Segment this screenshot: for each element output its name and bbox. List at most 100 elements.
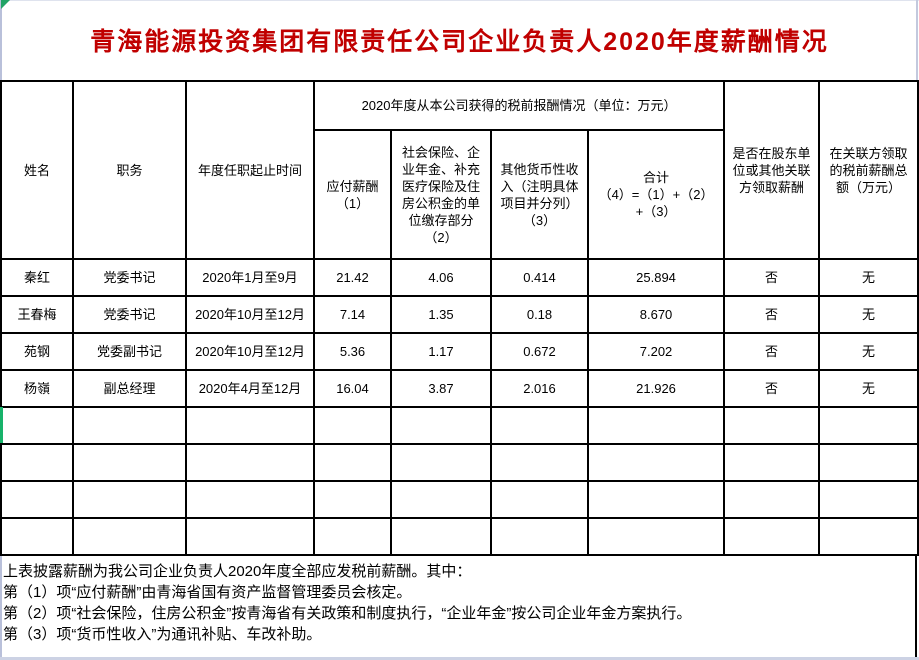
empty-cell — [185, 517, 315, 556]
cell-position: 党委副书记 — [72, 332, 187, 371]
empty-cell — [313, 406, 392, 445]
header-group-pretax: 2020年度从本公司获得的税前报酬情况（单位：万元） — [312, 80, 726, 131]
empty-cell — [490, 517, 589, 556]
empty-cell — [390, 480, 492, 519]
header-tenure: 年度任职起止时间 — [185, 80, 315, 260]
compensation-table: 姓名 职务 年度任职起止时间 2020年度从本公司获得的税前报酬情况（单位：万元… — [0, 80, 919, 556]
empty-row — [0, 480, 919, 519]
empty-cell — [185, 443, 315, 482]
cell-payable: 16.04 — [313, 369, 392, 408]
cell-position: 副总经理 — [72, 369, 187, 408]
page-title: 青海能源投资集团有限责任公司企业负责人2020年度薪酬情况 — [90, 28, 829, 56]
cell-tenure: 2020年10月至12月 — [185, 332, 315, 371]
header-payable: 应付薪酬 （1） — [313, 129, 392, 260]
empty-row — [0, 443, 919, 482]
cell-other: 0.414 — [490, 258, 589, 297]
cell-tenure: 2020年1月至9月 — [185, 258, 315, 297]
empty-cell — [490, 480, 589, 519]
cell-total: 7.202 — [586, 332, 726, 371]
sheet-edge-right-top — [916, 0, 918, 80]
cell-shareholder: 否 — [723, 332, 821, 371]
header-other-income: 其他货币性收 入（注明具体 项目并分列） （3） — [490, 129, 589, 260]
empty-cell — [313, 443, 392, 482]
header-related-pay: 在关联方领取 的税前薪酬总 额（万元） — [818, 80, 919, 260]
empty-cell — [818, 406, 919, 445]
empty-cell — [72, 443, 187, 482]
cell-name: 秦红 — [0, 258, 74, 297]
cell-related: 无 — [818, 369, 919, 408]
cell-other: 2.016 — [490, 369, 589, 408]
empty-cell — [390, 406, 492, 445]
empty-cell — [723, 480, 821, 519]
header-position: 职务 — [72, 80, 187, 260]
empty-cell — [586, 480, 726, 519]
cell-total: 25.894 — [586, 258, 726, 297]
sheet-edge-top — [0, 0, 919, 1]
cell-tenure: 2020年4月至12月 — [185, 369, 315, 408]
cell-tenure: 2020年10月至12月 — [185, 295, 315, 334]
cell-name: 苑钢 — [0, 332, 74, 371]
row-selection-marker — [0, 407, 3, 443]
header-name: 姓名 — [0, 80, 74, 260]
cell-position: 党委书记 — [72, 258, 187, 297]
footnote-line: 第（3）项“货币性收入”为通讯补贴、车改补助。 — [3, 626, 322, 643]
empty-cell — [586, 406, 726, 445]
empty-cell — [0, 406, 74, 445]
cell-other: 0.18 — [490, 295, 589, 334]
table-row: 秦红 党委书记 2020年1月至9月 21.42 4.06 0.414 25.8… — [0, 258, 919, 297]
empty-cell — [490, 406, 589, 445]
empty-cell — [0, 480, 74, 519]
cell-related: 无 — [818, 295, 919, 334]
cell-insurance: 4.06 — [390, 258, 492, 297]
header-row-1: 姓名 职务 年度任职起止时间 2020年度从本公司获得的税前报酬情况（单位：万元… — [0, 80, 919, 260]
empty-cell — [0, 443, 74, 482]
cell-related: 无 — [818, 258, 919, 297]
empty-cell — [390, 517, 492, 556]
corner-marker-icon — [1, 0, 10, 9]
empty-cell — [586, 443, 726, 482]
cell-payable: 5.36 — [313, 332, 392, 371]
empty-cell — [72, 480, 187, 519]
cell-shareholder: 否 — [723, 258, 821, 297]
empty-cell — [185, 480, 315, 519]
cell-name: 杨嶺 — [0, 369, 74, 408]
header-insurance: 社会保险、企 业年金、补充 医疗保险及住 房公积金的单 位缴存部分 （2） — [390, 129, 492, 260]
cell-other: 0.672 — [490, 332, 589, 371]
empty-cell — [723, 517, 821, 556]
empty-cell — [72, 517, 187, 556]
header-row-2: 应付薪酬 （1） 社会保险、企 业年金、补充 医疗保险及住 房公积金的单 位缴存… — [1, 129, 918, 260]
sheet-edge-bottom — [0, 657, 919, 660]
cell-insurance: 1.35 — [390, 295, 492, 334]
empty-row — [0, 517, 919, 556]
table-row: 杨嶺 副总经理 2020年4月至12月 16.04 3.87 2.016 21.… — [0, 369, 919, 408]
empty-cell — [723, 406, 821, 445]
cell-total: 8.670 — [586, 295, 726, 334]
empty-cell — [390, 443, 492, 482]
empty-cell — [0, 517, 74, 556]
empty-cell — [818, 480, 919, 519]
empty-cell — [586, 517, 726, 556]
cell-name: 王春梅 — [0, 295, 74, 334]
footnote-line: 第（2）项“社会保险，住房公积金”按青海省有关政策和制度执行，“企业年金”按公司… — [3, 605, 692, 622]
cell-payable: 21.42 — [313, 258, 392, 297]
empty-cell — [313, 480, 392, 519]
table-row: 苑钢 党委副书记 2020年10月至12月 5.36 1.17 0.672 7.… — [0, 332, 919, 371]
empty-row — [0, 406, 919, 445]
cell-shareholder: 否 — [723, 369, 821, 408]
empty-cell — [490, 443, 589, 482]
cell-insurance: 1.17 — [390, 332, 492, 371]
cell-payable: 7.14 — [313, 295, 392, 334]
empty-cell — [723, 443, 821, 482]
empty-cell — [818, 443, 919, 482]
empty-cell — [313, 517, 392, 556]
empty-cell — [72, 406, 187, 445]
empty-cell — [185, 406, 315, 445]
footnotes: 上表披露薪酬为我公司企业负责人2020年度全部应发税前薪酬。其中： 第（1）项“… — [3, 561, 908, 645]
header-total: 合计 （4）=（1）+（2） +（3） — [586, 129, 726, 260]
cell-position: 党委书记 — [72, 295, 187, 334]
sheet-edge-right-bottom — [915, 554, 917, 660]
cell-total: 21.926 — [586, 369, 726, 408]
cell-insurance: 3.87 — [390, 369, 492, 408]
footnote-line: 第（1）项“应付薪酬”由青海省国有资产监督管理委员会核定。 — [3, 584, 412, 601]
